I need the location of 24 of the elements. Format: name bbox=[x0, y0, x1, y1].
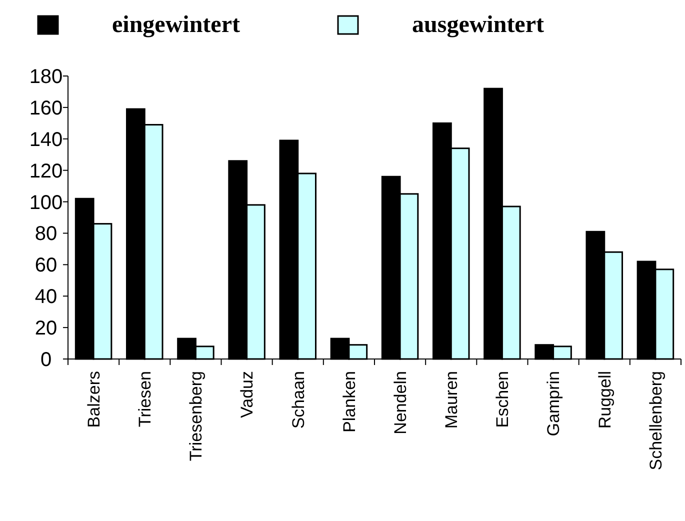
x-tick-label: Schaan bbox=[288, 371, 308, 429]
x-tick-label: Triesen bbox=[136, 371, 155, 428]
x-tick-label: Vaduz bbox=[238, 371, 257, 418]
y-tick-label: 60 bbox=[34, 254, 58, 277]
legend-label: ausgewintert bbox=[412, 12, 544, 38]
y-tick-label: 140 bbox=[29, 128, 63, 151]
x-tick-label: Balzers bbox=[84, 371, 104, 428]
y-tick-label: 180 bbox=[29, 66, 63, 88]
x-tick-label: Triesenberg bbox=[186, 371, 206, 462]
x-tick-label: Planken bbox=[340, 371, 359, 432]
x-tick-label: Eschen bbox=[493, 371, 512, 428]
y-tick-label: 80 bbox=[34, 223, 58, 246]
y-tick-label: 100 bbox=[29, 192, 63, 214]
legend-label: eingewintert bbox=[112, 12, 240, 38]
y-tick-label: 20 bbox=[34, 318, 58, 340]
y-tick-label: 0 bbox=[40, 349, 52, 371]
x-tick-label: Mauren bbox=[442, 371, 462, 429]
x-tick-label: Gamprin bbox=[544, 371, 564, 436]
y-tick-label: 40 bbox=[34, 286, 58, 308]
y-tick-label: 160 bbox=[29, 97, 63, 120]
x-tick-label: Nendeln bbox=[390, 371, 410, 434]
y-tick-label: 120 bbox=[29, 160, 63, 182]
x-tick-label: Ruggell bbox=[595, 371, 614, 429]
x-tick-label: Schellenberg bbox=[646, 371, 666, 470]
